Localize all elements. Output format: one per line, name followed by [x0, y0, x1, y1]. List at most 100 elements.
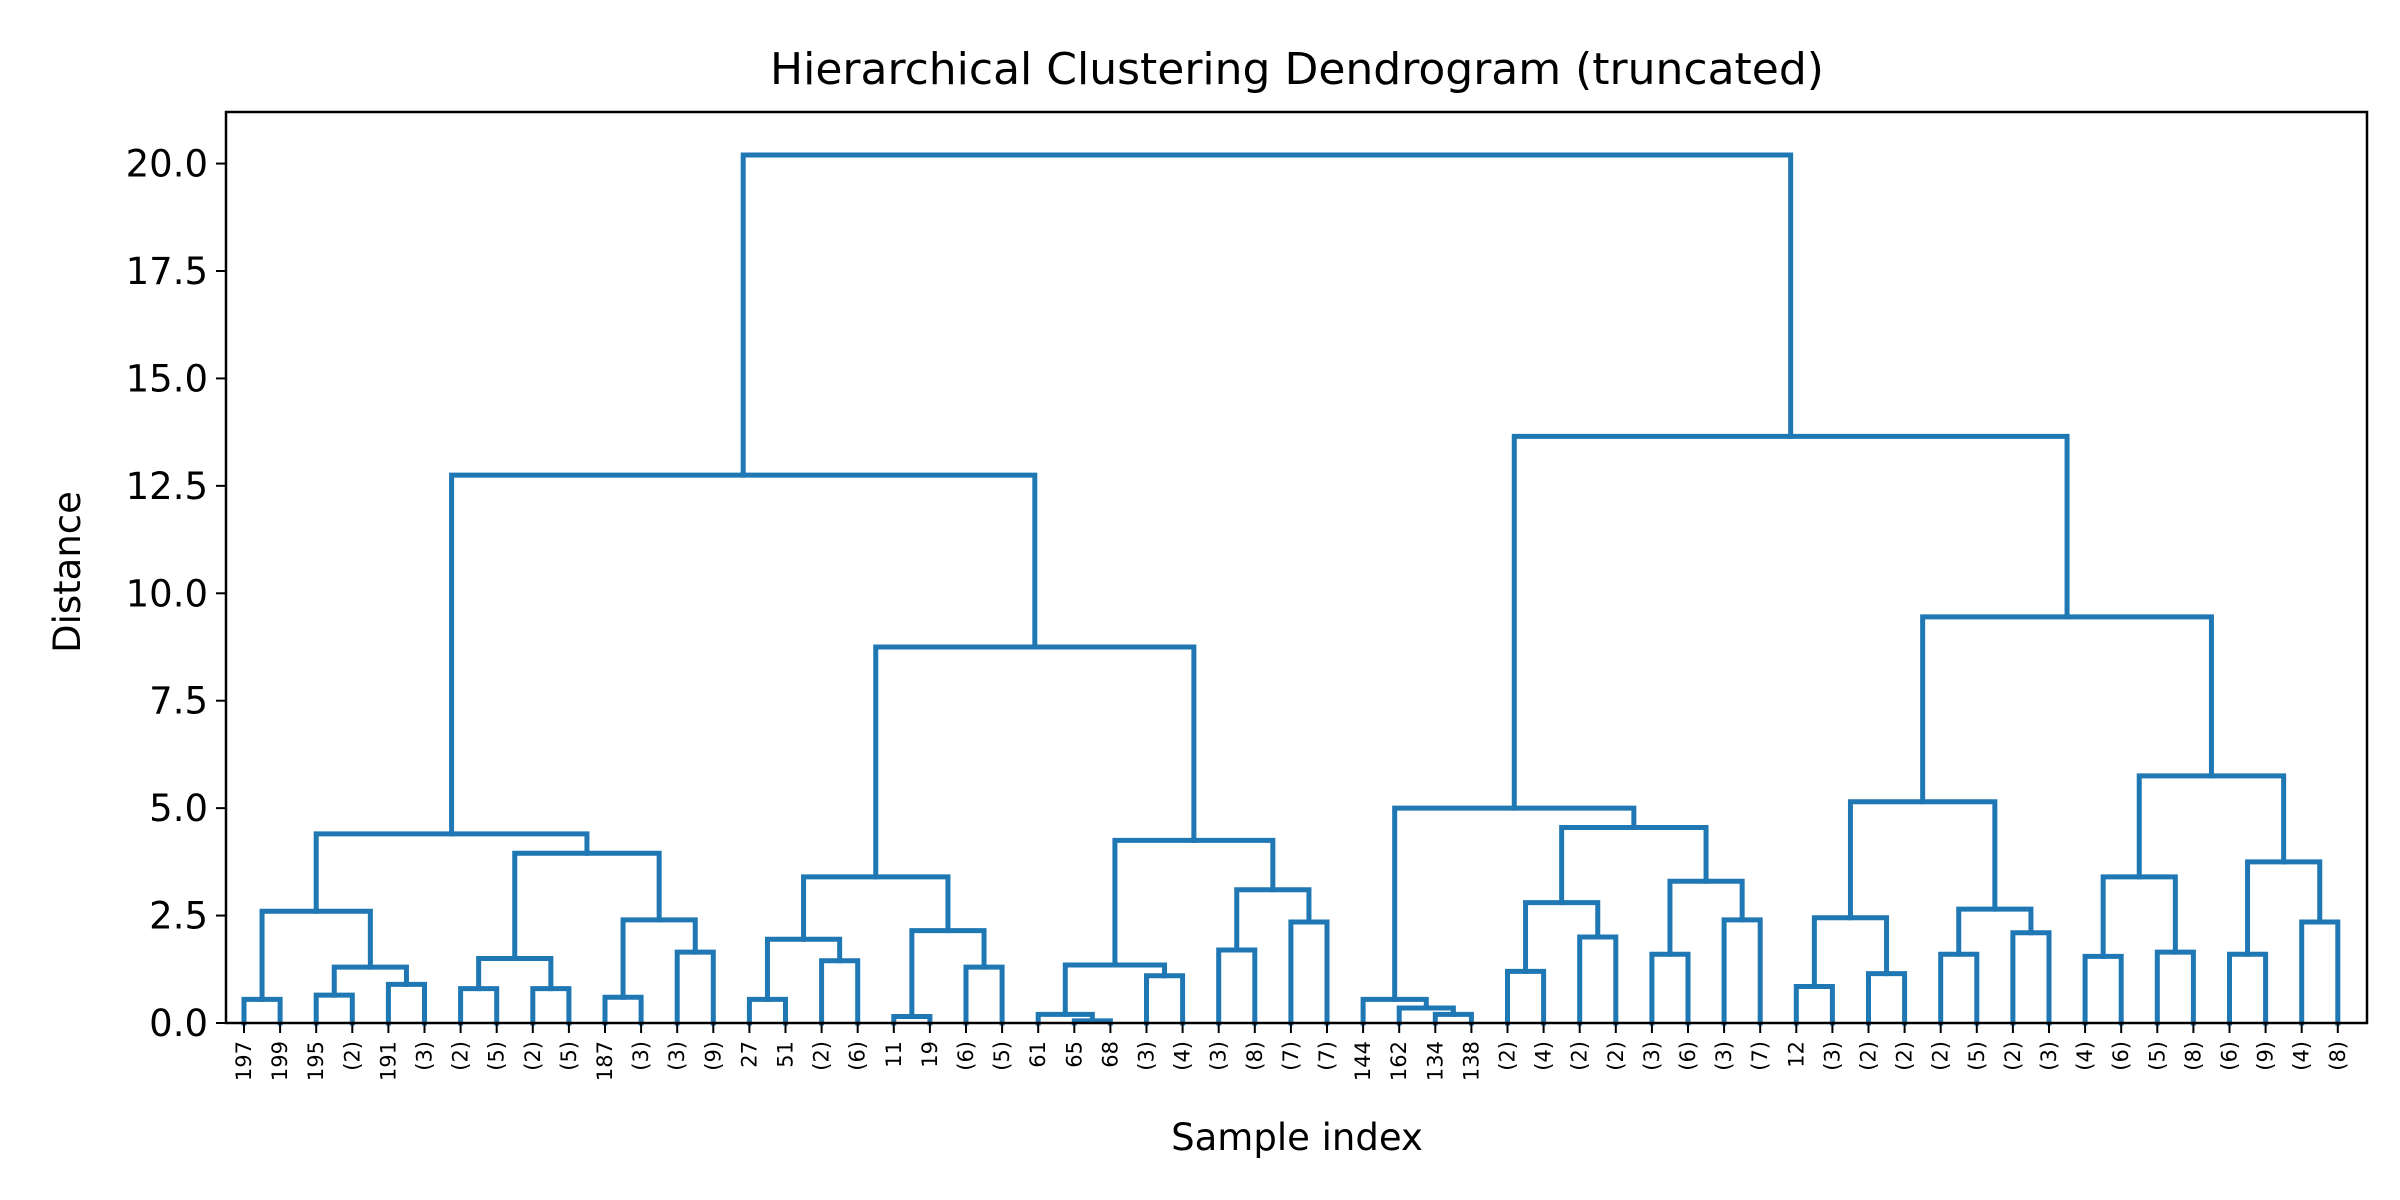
x-tick-label: 65: [1062, 1041, 1086, 1068]
x-tick-label: (2): [810, 1041, 834, 1071]
x-tick-label: (5): [990, 1041, 1014, 1071]
x-tick-label: (9): [701, 1041, 725, 1071]
y-tick-label: 2.5: [149, 895, 208, 938]
x-axis-label: Sample index: [1171, 1116, 1423, 1159]
dendrogram-link: [909, 928, 987, 1020]
x-tick-label: (7): [1315, 1041, 1339, 1071]
dendrogram-link: [602, 994, 644, 1026]
x-tick-label: (6): [954, 1041, 978, 1071]
dendrogram-link: [385, 981, 427, 1026]
x-tick-label: 195: [304, 1041, 328, 1081]
x-tick-label: (7): [1748, 1041, 1772, 1071]
dendrogram-link: [313, 992, 355, 1026]
x-tick-label: 144: [1351, 1041, 1375, 1081]
dendrogram-link: [1866, 971, 1908, 1026]
dendrogram-link: [1938, 951, 1980, 1026]
y-tick-label: 5.0: [149, 787, 208, 830]
dendrogram-link: [963, 964, 1005, 1026]
x-tick-label: (9): [2254, 1041, 2278, 1071]
x-tick-label: (6): [846, 1041, 870, 1071]
dendrogram-link: [476, 956, 554, 992]
dendrogram-link: [2154, 949, 2196, 1026]
x-tick-label: (3): [413, 1041, 437, 1071]
dendrogram-link: [2299, 919, 2341, 1026]
x-tick-label: (4): [2073, 1041, 2097, 1071]
dendrogram-link: [449, 472, 1038, 837]
dendrogram-link: [2082, 953, 2124, 1026]
x-tick-label: (8): [2326, 1041, 2350, 1071]
y-axis-label: Distance: [46, 491, 89, 653]
x-tick-label: (8): [1243, 1041, 1267, 1071]
x-tick-label: (3): [1135, 1041, 1159, 1071]
x-tick-label: (2): [1857, 1041, 1881, 1071]
dendrogram-link: [1559, 824, 1709, 906]
dendrogram-link: [1216, 947, 1258, 1026]
dendrogram-link: [746, 996, 788, 1026]
x-tick-label: (5): [485, 1041, 509, 1071]
x-tick-label: (4): [1171, 1041, 1195, 1071]
x-tick-label: (2): [1496, 1041, 1520, 1071]
x-tick-label: (2): [1893, 1041, 1917, 1071]
x-tick-label: (3): [1640, 1041, 1664, 1071]
x-tick-label: (3): [1207, 1041, 1231, 1071]
dendrogram-link: [1811, 915, 1890, 989]
x-tick-label: 61: [1026, 1041, 1050, 1068]
x-tick-label: 162: [1387, 1041, 1411, 1081]
y-tick-label: 10.0: [126, 572, 208, 615]
dendrogram-link: [1511, 433, 2070, 811]
y-tick-label: 12.5: [126, 465, 208, 508]
dendrogram-link: [1721, 917, 1763, 1026]
x-tick-label: 12: [1784, 1041, 1808, 1068]
x-tick-label: (4): [1532, 1041, 1556, 1071]
x-tick-label: 138: [1459, 1041, 1483, 1081]
plot-frame: [224, 110, 2369, 1025]
dendrogram-link: [1288, 919, 1330, 1026]
x-tick-label: (2): [1568, 1041, 1592, 1071]
chart-title: Hierarchical Clustering Dendrogram (trun…: [770, 44, 1824, 95]
dendrogram-link: [1505, 968, 1547, 1026]
x-tick-label: (5): [1965, 1041, 1989, 1071]
dendrogram-link: [2227, 951, 2269, 1026]
x-tick-label: (2): [1604, 1041, 1628, 1071]
x-tick-label: (8): [2181, 1041, 2205, 1071]
x-tick-label: (2): [1929, 1041, 1953, 1071]
x-tick-label: (2): [521, 1041, 545, 1071]
x-tick-label: (6): [1676, 1041, 1700, 1071]
dendrogram-link: [2245, 859, 2323, 957]
x-tick-label: (2): [340, 1041, 364, 1071]
dendrogram-link: [458, 986, 500, 1026]
x-tick-label: (6): [2109, 1041, 2133, 1071]
dendrogram-link: [241, 996, 283, 1026]
dendrogram-link: [313, 831, 590, 914]
x-tick-label: (3): [629, 1041, 653, 1071]
dendrogram-link: [1793, 983, 1835, 1026]
x-tick-label: 134: [1423, 1041, 1447, 1081]
x-tick-label: 27: [737, 1041, 761, 1068]
x-tick-label: 11: [882, 1041, 906, 1068]
dendrogram-link: [1144, 973, 1186, 1026]
x-tick-label: 197: [232, 1041, 256, 1081]
y-tick-label: 15.0: [126, 357, 208, 400]
x-axis: 197 199 195 (2) 191 (3) (2) (5) (2) (5) 187 (3) (3) (…: [232, 1023, 2350, 1081]
x-tick-label: (3): [1712, 1041, 1736, 1071]
x-tick-label: (6): [2218, 1041, 2242, 1071]
dendrogram-link: [740, 152, 1794, 478]
dendrogram-link: [1577, 934, 1619, 1026]
dendrogram-link: [331, 964, 409, 998]
x-tick-label: 19: [918, 1041, 942, 1068]
x-tick-label: (3): [665, 1041, 689, 1071]
dendrogram-link: [259, 908, 373, 1002]
x-tick-label: (3): [1820, 1041, 1844, 1071]
dendrogram-link: [1062, 962, 1168, 1017]
x-tick-label: 191: [376, 1041, 400, 1081]
dendrogram-link: [1360, 996, 1429, 1026]
dendrogram-link: [620, 917, 698, 1000]
dendrogram-link: [1847, 799, 1998, 921]
x-tick-label: (4): [2290, 1041, 2314, 1071]
x-tick-label: 68: [1098, 1041, 1122, 1068]
dendrogram-link: [764, 936, 843, 1002]
x-tick-label: (2): [449, 1041, 473, 1071]
y-tick-label: 17.5: [126, 250, 208, 293]
y-axis: 0.0 2.5 5.0 7.5 10.0 12.5 15.0 17.5 20.0: [126, 143, 226, 1045]
